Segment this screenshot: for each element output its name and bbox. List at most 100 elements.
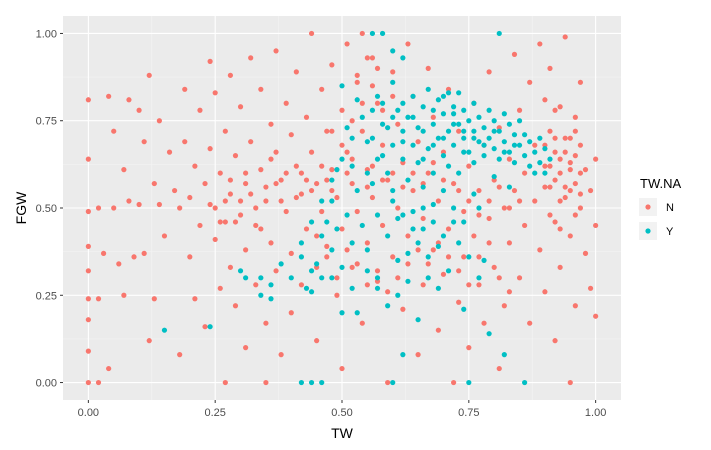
point-n-189 [537,247,543,253]
point-n-10 [95,296,102,302]
point-n-29 [151,180,157,187]
point-y-169 [298,254,305,260]
point-n-157 [456,299,462,305]
point-n-19 [121,292,127,298]
point-n-193 [547,128,553,134]
point-n-64 [237,212,244,218]
point-n-248 [303,177,310,183]
point-n-105 [329,167,335,173]
point-n-247 [298,170,305,176]
point-n-156 [456,128,462,134]
legend: TW.NA N Y [639,176,681,240]
point-y-129 [385,170,391,176]
point-y-133 [420,156,426,162]
point-y-140 [491,128,497,134]
point-n-167 [481,320,487,326]
point-n-133 [395,205,401,211]
point-n-30 [151,296,157,302]
point-n-23 [136,107,142,113]
point-n-45 [197,222,203,229]
point-n-197 [552,219,558,225]
point-n-84 [283,100,289,106]
point-y-115 [522,153,528,159]
point-n-18 [121,167,127,173]
point-n-212 [577,205,584,211]
point-n-227 [552,135,558,141]
point-y-114 [516,118,523,124]
point-y-134 [430,142,436,148]
point-y-73 [445,163,452,169]
point-n-258 [390,170,396,176]
point-y-42 [390,379,396,386]
point-y-106 [501,111,507,117]
point-n-158 [461,208,467,215]
point-y-177 [400,100,406,106]
point-n-168 [486,215,492,222]
point-y-178 [410,114,416,120]
point-n-220 [593,313,599,319]
point-n-103 [324,243,330,249]
point-y-72 [445,128,452,134]
point-n-200 [557,170,563,176]
point-y-103 [496,156,502,162]
point-n-254 [349,156,355,162]
point-n-310 [506,289,512,295]
point-n-270 [516,198,523,204]
point-n-100 [319,86,325,92]
point-n-110 [339,365,345,372]
point-y-117 [522,379,528,386]
point-y-160 [445,268,452,274]
point-y-155 [395,257,401,263]
point-n-143 [420,282,426,288]
point-n-190 [542,97,548,103]
point-n-239 [572,212,578,218]
point-n-122 [369,55,376,61]
point-y-54 [415,160,421,166]
point-n-283 [349,118,355,124]
point-n-6 [85,317,91,323]
point-n-111 [344,41,350,47]
point-n-260 [410,170,416,176]
point-n-106 [334,194,340,201]
point-n-5 [85,296,91,302]
point-n-176 [506,156,512,162]
point-n-99 [314,338,320,344]
point-n-90 [293,163,299,169]
point-n-35 [172,187,178,194]
point-y-12 [319,233,325,239]
point-n-306 [466,282,472,288]
point-n-63 [237,104,244,110]
point-n-132 [395,121,401,127]
point-y-30 [369,180,376,187]
point-n-65 [243,180,249,187]
point-n-177 [506,240,512,246]
point-n-300 [405,261,411,267]
point-y-45 [395,292,401,298]
point-n-216 [587,187,594,194]
point-n-32 [156,201,162,208]
point-n-224 [567,167,573,173]
legend-label-n: N [666,202,674,214]
point-y-50 [405,114,411,120]
point-n-194 [547,184,553,190]
point-y-35 [379,153,386,159]
point-n-24 [136,201,142,208]
x-tick-label-4: 1.00 [585,407,606,419]
point-n-178 [511,51,518,58]
point-n-129 [385,379,391,386]
point-n-308 [486,240,492,246]
point-y-66 [435,135,441,141]
point-y-29 [364,247,370,253]
point-n-262 [430,160,436,166]
point-n-38 [182,86,188,92]
point-y-186 [374,93,381,99]
point-n-234 [562,149,568,155]
point-n-40 [187,194,193,201]
point-n-47 [202,324,208,330]
point-y-82 [461,107,467,113]
point-n-223 [562,184,568,190]
point-y-144 [400,212,406,218]
point-n-277 [227,177,233,183]
point-y-8 [308,268,315,274]
point-n-232 [572,128,578,134]
